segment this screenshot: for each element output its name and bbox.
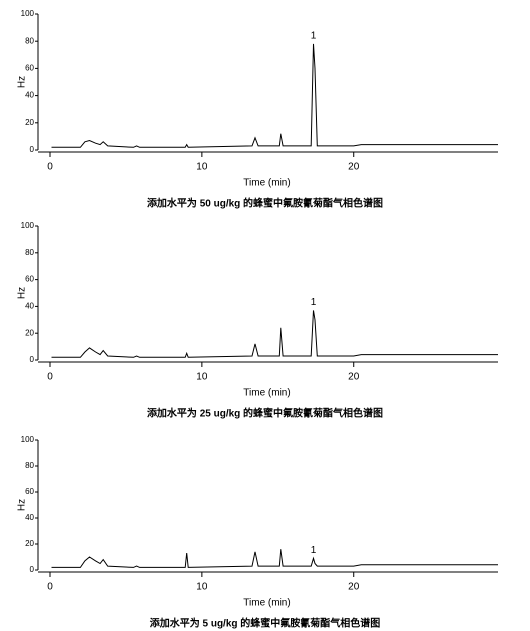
- y-tick-label: 80: [25, 461, 34, 470]
- chromatogram-line: [51, 43, 498, 148]
- chart-title: 添加水平为 5 ug/kg 的蜂蜜中氟胺氰菊酯气相色谱图: [150, 617, 381, 630]
- x-axis-label: Time (min): [243, 178, 290, 189]
- chart-title: 添加水平为 50 ug/kg 的蜂蜜中氟胺氰菊酯气相色谱图: [147, 197, 383, 210]
- y-tick-label: 80: [25, 248, 34, 257]
- y-tick-label: 100: [21, 435, 35, 444]
- y-tick-label: 60: [25, 487, 34, 496]
- y-tick-label: 0: [30, 355, 35, 364]
- chromatogram-line: [51, 310, 498, 358]
- x-tick-label: 20: [348, 162, 360, 173]
- y-tick-label: 100: [21, 9, 35, 18]
- y-tick-label: 40: [25, 513, 34, 522]
- y-tick-label: 20: [25, 328, 34, 337]
- x-axis-label: Time (min): [243, 598, 290, 609]
- x-axis-label: Time (min): [243, 388, 290, 399]
- y-tick-label: 0: [30, 145, 35, 154]
- x-tick-label: 0: [47, 372, 53, 383]
- chromatogram-line: [51, 549, 498, 568]
- x-tick-label: 20: [348, 582, 360, 593]
- y-tick-label: 0: [30, 565, 35, 574]
- y-axis-label: Hz: [17, 76, 28, 88]
- y-tick-label: 20: [25, 539, 34, 548]
- x-tick-label: 0: [47, 162, 53, 173]
- y-tick-label: 40: [25, 91, 34, 100]
- y-axis-label: Hz: [17, 287, 28, 299]
- x-tick-label: 20: [348, 372, 360, 383]
- y-axis-label: Hz: [17, 499, 28, 511]
- peak-label: 1: [311, 297, 317, 308]
- y-tick-label: 60: [25, 275, 34, 284]
- y-tick-label: 60: [25, 64, 34, 73]
- y-tick-label: 20: [25, 118, 34, 127]
- x-tick-label: 0: [47, 582, 53, 593]
- y-tick-label: 80: [25, 36, 34, 45]
- peak-label: 1: [311, 31, 317, 42]
- y-tick-label: 100: [21, 221, 35, 230]
- chart-title: 添加水平为 25 ug/kg 的蜂蜜中氟胺氰菊酯气相色谱图: [147, 407, 383, 420]
- x-tick-label: 10: [196, 162, 208, 173]
- y-tick-label: 40: [25, 302, 34, 311]
- x-tick-label: 10: [196, 582, 208, 593]
- peak-label: 1: [311, 545, 317, 556]
- x-tick-label: 10: [196, 372, 208, 383]
